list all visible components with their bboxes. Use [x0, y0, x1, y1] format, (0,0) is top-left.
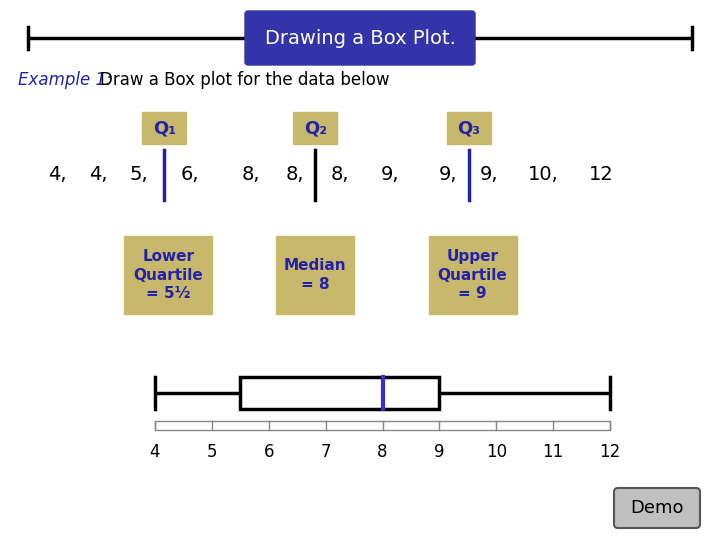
- Text: Median
= 8: Median = 8: [284, 258, 346, 292]
- Text: 8,: 8,: [330, 165, 348, 185]
- FancyBboxPatch shape: [245, 11, 475, 65]
- Text: 8: 8: [377, 443, 388, 461]
- FancyBboxPatch shape: [428, 236, 517, 314]
- Text: 7: 7: [320, 443, 331, 461]
- FancyBboxPatch shape: [125, 236, 212, 314]
- Text: 10,: 10,: [528, 165, 559, 185]
- Text: 4: 4: [150, 443, 161, 461]
- FancyBboxPatch shape: [293, 112, 337, 144]
- Text: Upper
Quartile
= 9: Upper Quartile = 9: [438, 249, 508, 301]
- Text: 5: 5: [207, 443, 217, 461]
- Text: 9,: 9,: [439, 165, 457, 185]
- Text: 4,: 4,: [89, 165, 107, 185]
- Text: Q₁: Q₁: [153, 119, 176, 137]
- Text: 9: 9: [434, 443, 445, 461]
- Text: 12: 12: [589, 165, 613, 185]
- Text: 12: 12: [599, 443, 621, 461]
- Text: 10: 10: [486, 443, 507, 461]
- Bar: [155, 421, 610, 430]
- FancyBboxPatch shape: [276, 236, 354, 314]
- Text: 4,: 4,: [48, 165, 66, 185]
- FancyBboxPatch shape: [446, 112, 490, 144]
- Text: 6: 6: [264, 443, 274, 461]
- Text: Q₂: Q₂: [304, 119, 327, 137]
- Text: 9,: 9,: [480, 165, 498, 185]
- Text: 11: 11: [542, 443, 564, 461]
- Text: 8,: 8,: [286, 165, 305, 185]
- Text: 9,: 9,: [381, 165, 400, 185]
- Text: Example 1:: Example 1:: [18, 71, 112, 89]
- Text: 5,: 5,: [130, 165, 148, 185]
- Text: 6,: 6,: [181, 165, 199, 185]
- Text: Drawing a Box Plot.: Drawing a Box Plot.: [264, 29, 456, 48]
- Text: Lower
Quartile
= 5½: Lower Quartile = 5½: [133, 249, 203, 301]
- Text: Q₃: Q₃: [457, 119, 480, 137]
- Text: 8,: 8,: [242, 165, 260, 185]
- Bar: [240, 377, 439, 409]
- Text: Draw a Box plot for the data below: Draw a Box plot for the data below: [100, 71, 390, 89]
- Text: Demo: Demo: [630, 499, 684, 517]
- FancyBboxPatch shape: [614, 488, 700, 528]
- FancyBboxPatch shape: [143, 112, 186, 144]
